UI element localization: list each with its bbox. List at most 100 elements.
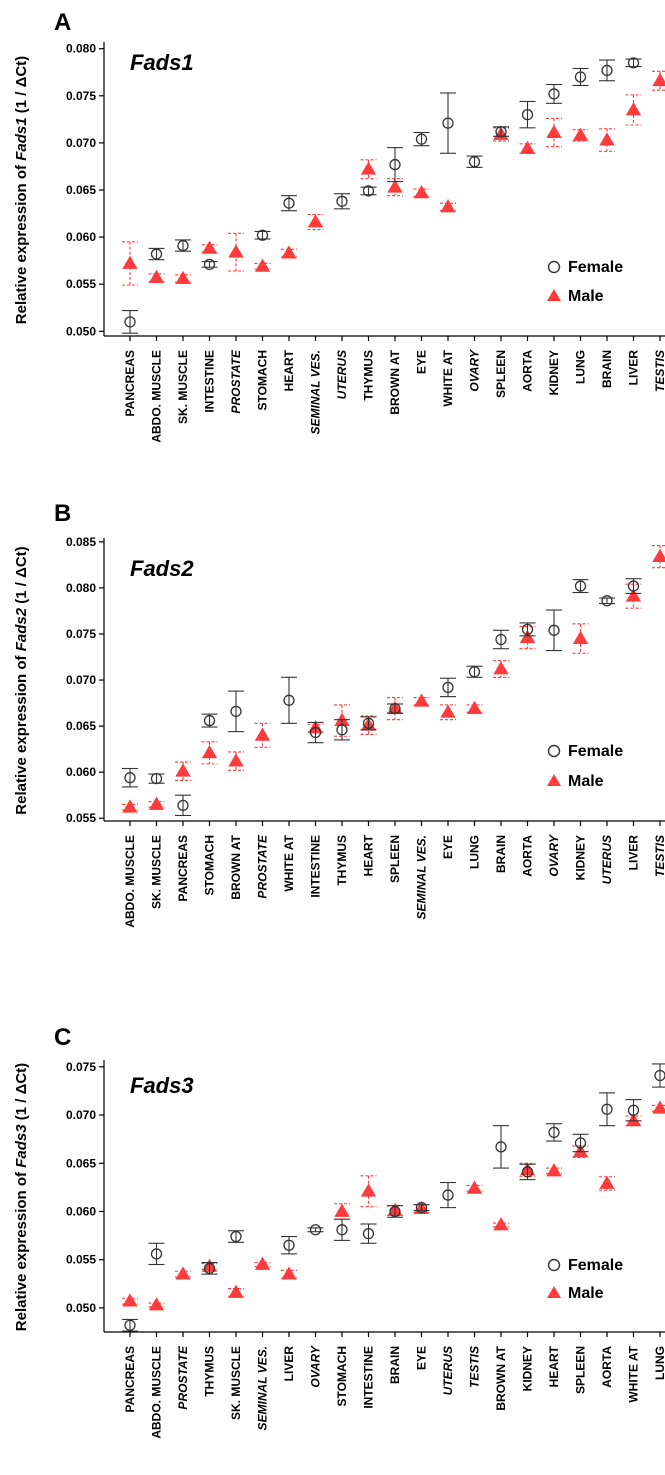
female-point — [230, 705, 242, 718]
panel-title: Fads1 — [130, 50, 194, 75]
male-point — [413, 693, 430, 707]
x-tick-label: PROSTATE — [229, 349, 243, 414]
male-point — [519, 140, 536, 154]
male-point — [652, 548, 665, 562]
legend-male-label: Male — [568, 288, 604, 305]
female-point — [336, 1224, 348, 1236]
female-point — [495, 633, 507, 646]
x-tick-label: SK. MUSCLE — [229, 1346, 243, 1420]
x-tick-label: LUNG — [468, 835, 482, 869]
y-tick-label: 0.050 — [66, 1301, 96, 1315]
male-point — [440, 704, 456, 718]
y-axis-label-prefix: Relative expression of — [13, 161, 30, 324]
x-tick-label: LIVER — [627, 350, 641, 386]
x-tick-label: SPLEEN — [574, 1346, 588, 1394]
female-point — [336, 724, 348, 736]
y-axis-label: Relative expression of Fads3 (1 / ΔCt) — [13, 1063, 30, 1331]
x-tick-label: SK. MUSCLE — [176, 350, 190, 424]
female-point — [177, 239, 189, 252]
x-tick-label: HEART — [362, 834, 376, 876]
male-point — [148, 796, 165, 810]
legend: Female Male — [547, 259, 623, 305]
legend-female-marker — [547, 744, 561, 758]
female-point — [627, 1104, 640, 1116]
female-point — [336, 195, 348, 207]
x-tick-label: WHITE AT — [441, 349, 455, 406]
male-point — [148, 269, 165, 284]
x-tick-label: BRAIN — [388, 1346, 402, 1384]
x-tick-label: ABDO. MUSCLE — [150, 350, 164, 443]
female-point — [150, 772, 163, 785]
male-point — [228, 1284, 244, 1298]
male-point — [599, 132, 615, 146]
x-tick-label: PANCREAS — [123, 1346, 137, 1412]
male-point — [122, 1293, 138, 1307]
male-point — [466, 700, 483, 714]
female-point — [283, 694, 295, 706]
x-tick-label: STOMACH — [335, 1346, 349, 1406]
x-tick-label: AORTA — [600, 1346, 614, 1388]
female-point — [124, 316, 136, 328]
female-point — [283, 1239, 295, 1251]
female-point — [548, 88, 560, 100]
y-tick-label: 0.070 — [66, 673, 96, 687]
female-point — [389, 158, 401, 171]
legend-male-marker — [547, 774, 561, 786]
female-point — [309, 726, 322, 739]
legend-female-marker — [547, 1258, 561, 1272]
female-point — [442, 1189, 454, 1201]
x-tick-label: EYE — [415, 350, 429, 374]
x-tick-label: EYE — [415, 1346, 429, 1370]
legend-male-marker — [547, 289, 561, 301]
female-point — [627, 580, 640, 592]
x-tick-label: AORTA — [521, 350, 535, 392]
male-point — [413, 185, 430, 199]
y-tick-label: 0.080 — [66, 581, 96, 595]
x-tick-label: HEART — [282, 349, 296, 391]
x-tick-label: BRAIN — [600, 350, 614, 388]
male-point — [254, 1256, 271, 1270]
male-point — [546, 124, 562, 138]
male-point — [175, 270, 191, 284]
female-point — [150, 1248, 163, 1260]
female-point — [468, 156, 481, 168]
x-tick-label: ABDO. MUSCLE — [123, 835, 137, 928]
x-tick-label: BROWN AT — [229, 834, 243, 899]
male-point — [281, 1266, 297, 1280]
female-point — [283, 197, 295, 209]
male-point — [387, 179, 403, 193]
male-point — [572, 127, 589, 141]
male-point — [175, 1266, 191, 1280]
x-tick-label: SEMINAL VES. — [309, 350, 323, 434]
legend-male-label: Male — [568, 1285, 604, 1302]
legend: Female Male — [547, 743, 623, 790]
y-axis-label-suffix: (1 / ΔCt) — [13, 1063, 30, 1125]
y-axis-label-gene: Fads2 — [13, 607, 30, 651]
x-tick-label: SEMINAL VES. — [256, 1346, 270, 1430]
panel-a: A Fads1 0.050 0.055 0.060 0.065 0.070 0.075 0.08… — [13, 9, 665, 443]
female-point — [124, 1319, 136, 1331]
female-point — [177, 799, 189, 811]
male-point — [625, 102, 642, 116]
x-tick-label: UTERUS — [335, 350, 349, 399]
male-point — [254, 727, 271, 741]
female-point — [601, 1103, 613, 1115]
female-point — [548, 1126, 560, 1139]
male-point — [493, 1217, 509, 1231]
y-axis-label-suffix: (1 / ΔCt) — [13, 56, 30, 118]
x-tick-label: AORTA — [521, 835, 535, 877]
y-axis-label: Relative expression of Fads1 (1 / ΔCt) — [13, 56, 30, 324]
y-tick-label: 0.055 — [66, 811, 96, 825]
male-point — [201, 240, 218, 254]
female-point — [468, 666, 481, 678]
legend-female-label: Female — [568, 259, 623, 276]
x-tick-label: OVARY — [468, 349, 482, 392]
y-tick-label: 0.085 — [66, 535, 96, 549]
x-tick-label: PANCREAS — [176, 835, 190, 901]
panel-c: C Fads3 0.050 0.055 0.060 0.065 0.070 0.075 Rela… — [13, 1024, 665, 1439]
y-axis-label-gene: Fads1 — [13, 117, 30, 160]
y-axis-label-suffix: (1 / ΔCt) — [13, 546, 30, 608]
x-tick-label: WHITE AT — [282, 834, 296, 891]
female-point — [521, 1166, 534, 1178]
y-axis-label: Relative expression of Fads2 (1 / ΔCt) — [13, 546, 30, 814]
